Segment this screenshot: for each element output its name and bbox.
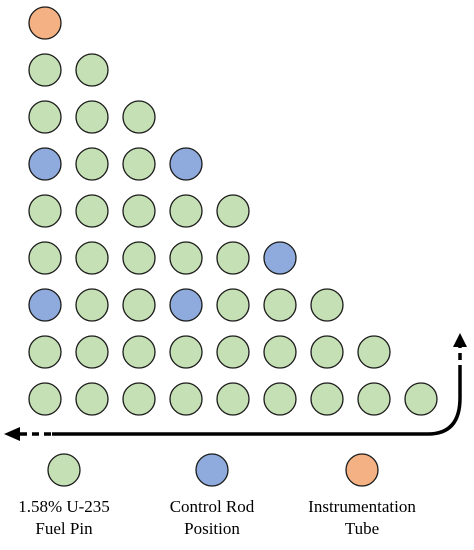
- control-rod-position: [169, 147, 203, 181]
- fuel-pin: [75, 53, 109, 87]
- fuel-pin: [28, 53, 62, 87]
- fuel-pin: [122, 288, 156, 322]
- arrowhead-up: [453, 333, 467, 347]
- fuel-pin: [75, 100, 109, 134]
- control-rod-position: [263, 241, 297, 275]
- legend-instrument-swatch: [345, 453, 379, 487]
- arrow-solid-path: [52, 372, 462, 436]
- fuel-pin: [169, 335, 203, 369]
- legend-fuel-swatch: [47, 453, 81, 487]
- fuel-pin: [310, 335, 344, 369]
- fuel-pin: [357, 335, 391, 369]
- fuel-pin: [216, 241, 250, 275]
- fuel-pin: [75, 241, 109, 275]
- fuel-pin: [310, 288, 344, 322]
- fuel-pin: [263, 382, 297, 416]
- fuel-pin: [404, 382, 438, 416]
- fuel-pin: [216, 382, 250, 416]
- instrumentation-tube: [28, 6, 62, 40]
- fuel-pin: [28, 100, 62, 134]
- fuel-pin: [122, 147, 156, 181]
- fuel-pin: [122, 335, 156, 369]
- fuel-pin: [28, 382, 62, 416]
- pin-grid: [28, 6, 438, 416]
- fuel-pin: [216, 288, 250, 322]
- symmetry-arrow: [4, 333, 467, 441]
- legend-control-label: Control Rod Position: [169, 497, 255, 538]
- fuel-pin: [357, 382, 391, 416]
- fuel-pin: [169, 241, 203, 275]
- fuel-pin: [75, 147, 109, 181]
- fuel-pin: [75, 194, 109, 228]
- arrowhead-left: [4, 427, 20, 441]
- fuel-pin: [28, 194, 62, 228]
- control-rod-position: [28, 147, 62, 181]
- fuel-pin: [216, 335, 250, 369]
- fuel-pin: [263, 288, 297, 322]
- control-rod-position: [28, 288, 62, 322]
- fuel-pin: [169, 382, 203, 416]
- fuel-pin: [122, 382, 156, 416]
- legend-fuel-label: 1.58% U-235 Fuel Pin: [18, 497, 110, 538]
- fuel-pin: [122, 194, 156, 228]
- legend-instrument-label: Instrumentation Tube: [308, 497, 416, 538]
- fuel-pin: [310, 382, 344, 416]
- fuel-pin: [263, 335, 297, 369]
- fuel-pin: [169, 194, 203, 228]
- fuel-pin: [216, 194, 250, 228]
- legend-control-swatch: [195, 453, 229, 487]
- fuel-pin: [75, 382, 109, 416]
- fuel-pin: [28, 335, 62, 369]
- fuel-pin: [122, 100, 156, 134]
- legend-swatches: [47, 453, 379, 487]
- control-rod-position: [169, 288, 203, 322]
- fuel-pin: [28, 241, 62, 275]
- fuel-pin: [122, 241, 156, 275]
- fuel-pin: [75, 335, 109, 369]
- fuel-pin: [75, 288, 109, 322]
